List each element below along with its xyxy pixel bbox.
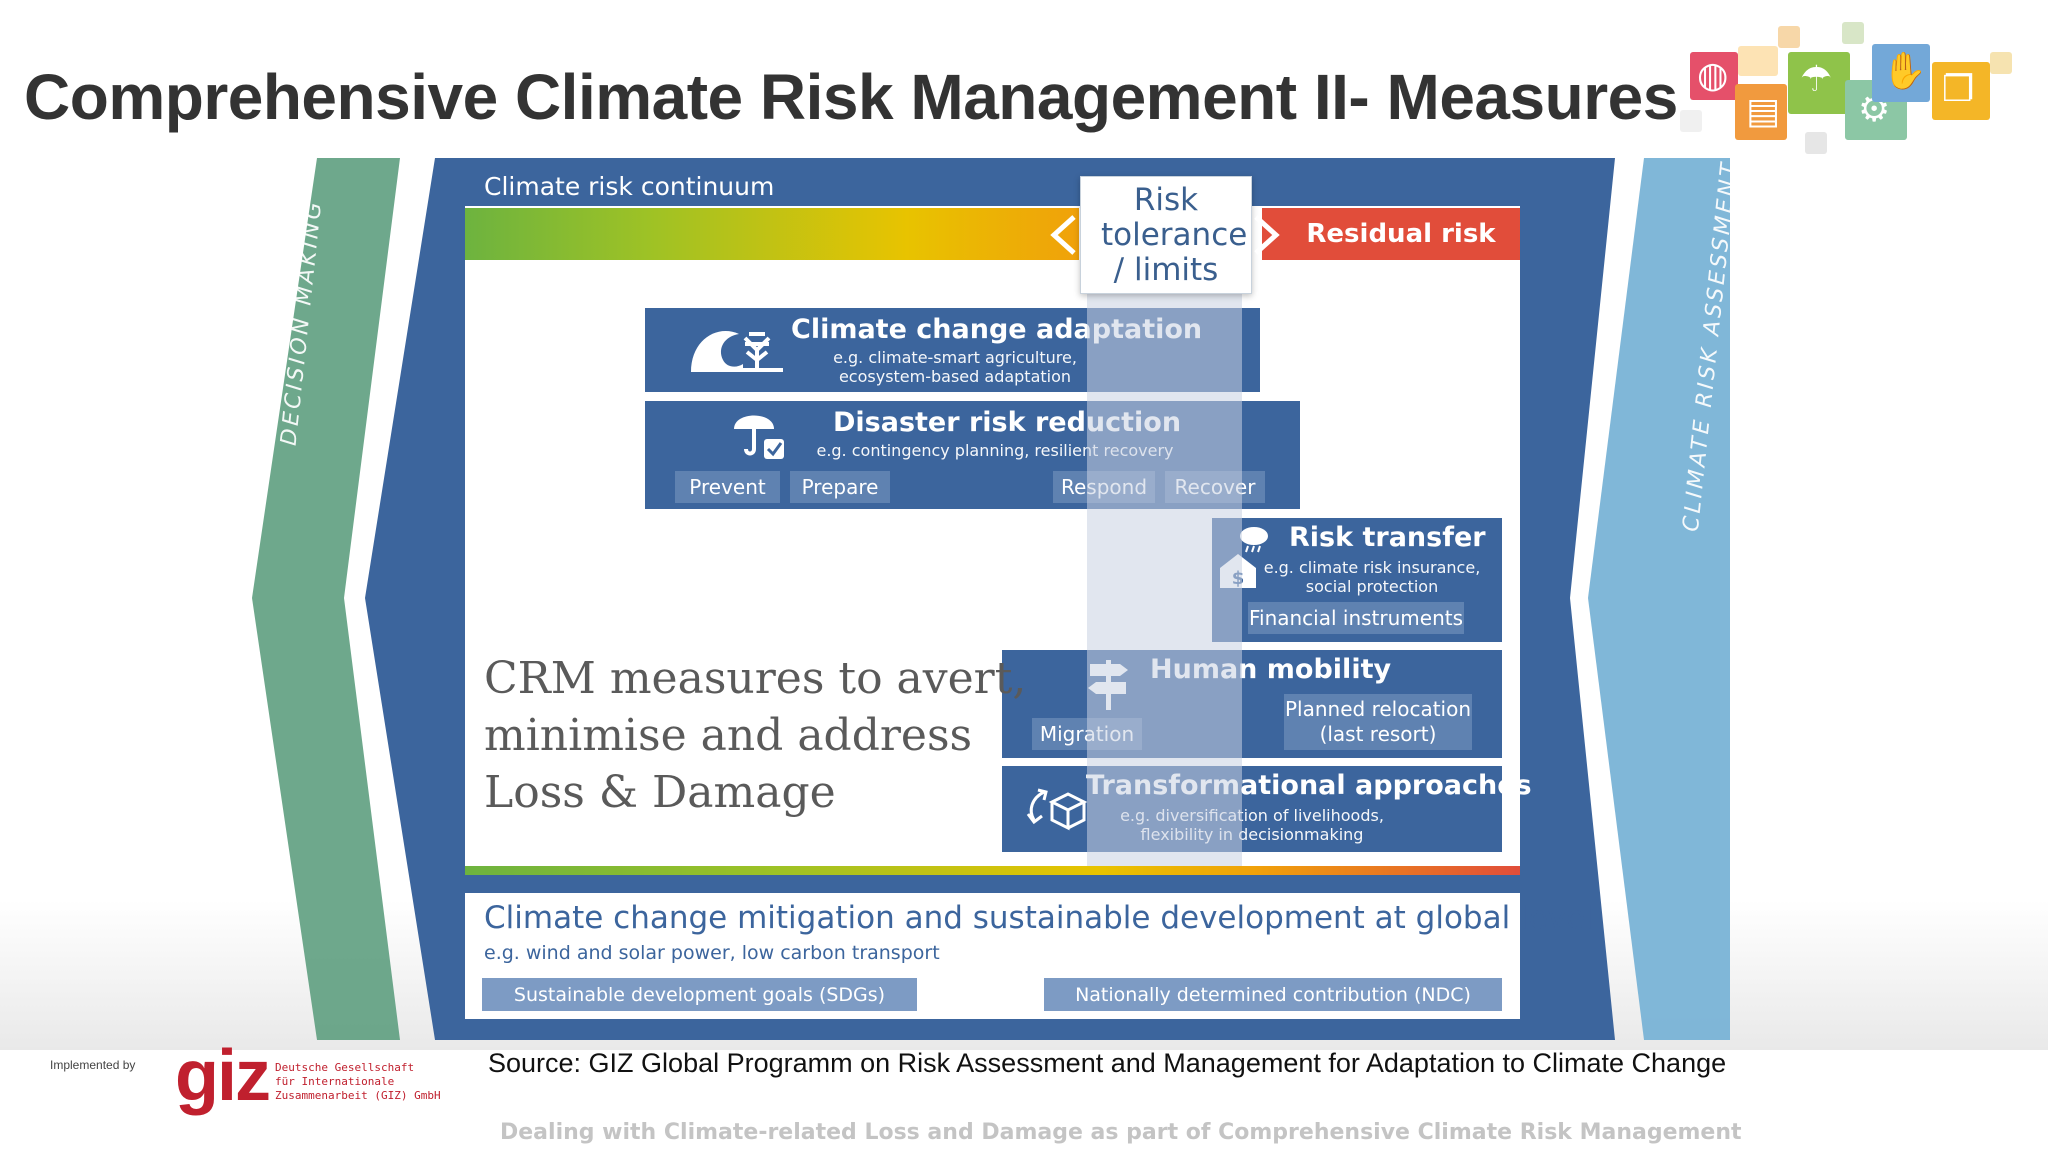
decision-making-arrow — [252, 158, 400, 1040]
transfer-subtitle: e.g. climate risk insurance, social prot… — [1263, 558, 1481, 596]
hands-box-icon: ❐ — [1942, 69, 1975, 110]
adaptation-subtitle: e.g. climate-smart agriculture, ecosyste… — [833, 348, 1077, 386]
ndc-tag: Nationally determined contribution (NDC) — [1044, 978, 1502, 1011]
risk-tolerance-column — [1087, 286, 1242, 866]
block-human-mobility: Human mobility Migration Planned relocat… — [1002, 650, 1502, 758]
box-arrows-icon — [1026, 788, 1088, 831]
umbrella-check-icon — [734, 415, 784, 459]
residual-risk-bar: Residual risk — [1262, 208, 1520, 260]
mitigation-subtitle: e.g. wind and solar power, low carbon tr… — [484, 942, 940, 964]
sdg-tag: Sustainable development goals (SDGs) — [482, 978, 917, 1011]
chevron-right-icon — [1254, 215, 1280, 255]
slide-title: Comprehensive Climate Risk Management II… — [24, 61, 1678, 133]
presentation-subtitle: Dealing with Climate-related Loss and Da… — [500, 1120, 1742, 1145]
implemented-by-label: Implemented by — [50, 1058, 136, 1072]
globe-icon: ◍ — [1697, 55, 1729, 96]
climate-risk-assessment-arrow — [1588, 158, 1730, 1040]
hand-coin-icon: ✋ — [1882, 51, 1927, 92]
continuum-bottom-gradient — [465, 866, 1520, 875]
financial-instruments-tag: Financial instruments — [1248, 602, 1464, 634]
source-citation: Source: GIZ Global Programm on Risk Asse… — [488, 1048, 1727, 1078]
planned-relocation-tag: Planned relocation (last resort) — [1284, 694, 1472, 750]
umbrella-icon: ☂ — [1800, 59, 1833, 100]
risk-tolerance-box: Risk tolerance / limits — [1080, 176, 1252, 294]
chevron-left-icon — [1050, 215, 1076, 255]
giz-organisation-name: Deutsche Gesellschaft für Internationale… — [275, 1061, 441, 1102]
clipboard-icon: ▤ — [1746, 91, 1781, 132]
risk-continuum-gradient — [465, 208, 1079, 260]
drr-subtitle: e.g. contingency planning, resilient rec… — [816, 441, 1174, 460]
climate-icons-logo: ◍ ▤ ☂ ⚙ ✋ ❐ — [1680, 22, 2040, 162]
risk-tolerance-label: Risk tolerance / limits — [1101, 181, 1248, 288]
residual-risk-label: Residual risk — [1306, 219, 1496, 249]
phase-prepare: Prepare — [790, 471, 890, 503]
giz-logo: giz — [175, 1036, 271, 1116]
block-transformational-approaches: Transformational approaches e.g. diversi… — [1002, 766, 1532, 852]
continuum-label: Climate risk continuum — [484, 172, 775, 201]
wave-tree-icon — [691, 331, 783, 372]
block-risk-transfer: $ Risk transfer e.g. climate risk insura… — [1212, 518, 1502, 642]
transfer-title: Risk transfer — [1289, 522, 1486, 553]
mitigation-title: Climate change mitigation and sustainabl… — [484, 900, 1594, 936]
crm-measures-text: CRM measures to avert, minimise and addr… — [484, 653, 1027, 818]
phase-prevent: Prevent — [675, 471, 780, 503]
